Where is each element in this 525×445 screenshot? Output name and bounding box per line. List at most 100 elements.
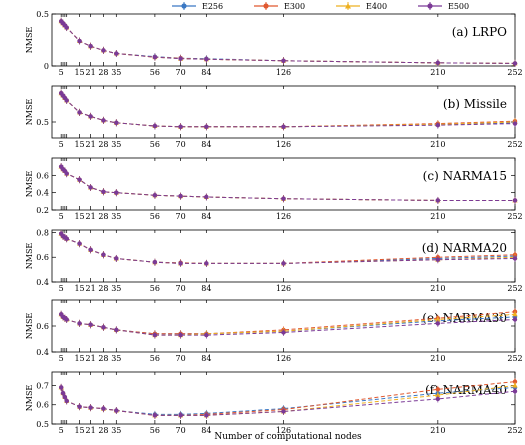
legend-entry-e300: E300 <box>254 2 305 11</box>
x-tick-label: 210 <box>430 68 445 77</box>
data-point <box>512 198 518 203</box>
data-point <box>178 332 183 338</box>
series-e300 <box>58 17 518 67</box>
series-e500 <box>58 89 518 131</box>
series-e500 <box>58 310 518 339</box>
x-tick-label: 70 <box>176 212 186 221</box>
plot-frame <box>51 371 516 425</box>
x-tick-label: 21 <box>85 426 95 435</box>
y-tick-label: 0.2 <box>36 206 49 215</box>
x-tick-label: 5 <box>59 426 64 435</box>
data-point <box>114 51 119 56</box>
y-tick-label: 0.5 <box>36 118 49 127</box>
y-axis-title: NMSE <box>25 99 34 126</box>
series-line <box>60 20 516 64</box>
data-point <box>178 124 183 129</box>
x-tick-label: 5 <box>59 140 64 149</box>
series-e500 <box>58 230 518 267</box>
x-tick-label: 210 <box>430 426 445 435</box>
y-tick-label: 0.6 <box>36 322 49 331</box>
data-point <box>512 121 518 126</box>
data-point <box>204 57 209 62</box>
data-point <box>152 123 158 129</box>
x-tick-label: 70 <box>176 68 186 77</box>
data-point <box>512 389 518 394</box>
legend-marker <box>263 3 269 9</box>
x-tick-label: 56 <box>150 354 160 363</box>
data-point <box>512 311 518 317</box>
x-tick-label: 15 <box>74 284 84 293</box>
x-tick-label: 252 <box>507 284 522 293</box>
y-tick-label: 0.4 <box>36 348 49 357</box>
data-point <box>114 408 119 413</box>
data-point <box>64 236 69 241</box>
data-point <box>435 60 441 66</box>
data-point <box>101 252 106 257</box>
x-tick-label: 126 <box>276 426 291 435</box>
x-tick-label: 21 <box>85 212 95 221</box>
data-point <box>64 98 69 103</box>
x-tick-label: 56 <box>150 284 160 293</box>
legend-entry-e500: E500 <box>418 2 469 11</box>
data-point <box>77 177 82 182</box>
x-tick-label: 126 <box>276 140 291 149</box>
legend-entry-e256: E256 <box>172 2 223 11</box>
legend-label: E500 <box>448 2 469 11</box>
data-point <box>88 405 93 410</box>
x-tick-label: 70 <box>176 426 186 435</box>
legend-marker <box>181 3 187 9</box>
data-point <box>64 25 69 30</box>
data-point <box>77 110 82 115</box>
data-point <box>101 189 106 194</box>
y-axis-title: NMSE <box>25 171 34 198</box>
x-tick-label: 15 <box>74 212 84 221</box>
data-point <box>204 261 209 266</box>
data-point <box>77 241 82 246</box>
data-point <box>512 256 518 261</box>
x-tick-label: 56 <box>150 140 160 149</box>
x-tick-label: 35 <box>111 212 121 221</box>
x-tick-label: 28 <box>98 140 108 149</box>
data-point <box>281 58 286 63</box>
x-tick-label: 35 <box>111 426 121 435</box>
series-line <box>60 233 516 264</box>
x-tick-label: 28 <box>98 354 108 363</box>
x-tick-label: 84 <box>201 354 211 363</box>
data-point <box>152 332 158 338</box>
data-point <box>435 123 441 128</box>
y-tick-label: 0.6 <box>36 171 49 180</box>
data-point <box>114 256 119 261</box>
x-tick-label: 126 <box>276 354 291 363</box>
x-tick-label: 5 <box>59 68 64 77</box>
y-axis-title: NMSE <box>25 385 34 412</box>
data-point <box>204 413 209 418</box>
x-tick-label: 126 <box>276 68 291 77</box>
series-line <box>60 387 516 416</box>
x-tick-label: 252 <box>507 68 522 77</box>
data-point <box>281 196 286 201</box>
y-tick-label: 0 <box>44 62 49 71</box>
x-tick-label: 28 <box>98 212 108 221</box>
panel-label: (b) Missile <box>443 97 507 111</box>
data-point <box>178 261 183 266</box>
x-tick-label: 5 <box>59 284 64 293</box>
data-point <box>101 48 106 53</box>
legend: E256 E300 E400 E500 <box>172 2 469 11</box>
series-line <box>60 20 516 64</box>
x-tick-label: 5 <box>59 212 64 221</box>
data-point <box>281 124 286 129</box>
series-e500 <box>58 163 518 204</box>
data-point <box>88 44 93 49</box>
x-axis-title: Number of computational nodes <box>214 432 362 442</box>
plot-frame <box>51 229 516 283</box>
x-tick-label: 35 <box>111 284 121 293</box>
data-point <box>152 54 158 60</box>
data-point <box>77 321 82 326</box>
data-point <box>281 261 286 266</box>
data-point <box>152 193 158 198</box>
x-tick-label: 21 <box>85 140 95 149</box>
data-point <box>101 118 106 123</box>
legend-label: E400 <box>366 2 387 11</box>
